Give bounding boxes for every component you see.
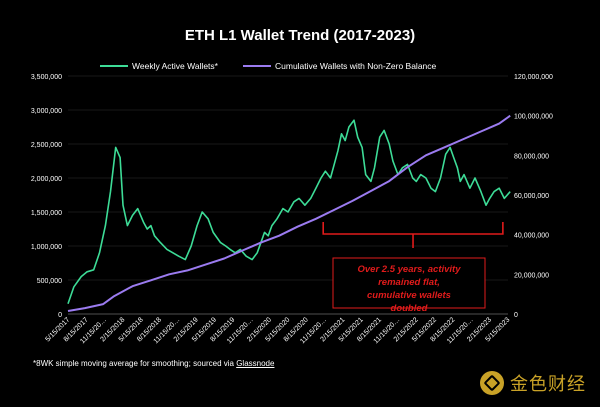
right-tick-label: 0 [514, 312, 518, 319]
footnote: *8WK simple moving average for smoothing… [33, 359, 274, 368]
legend-label-weekly: Weekly Active Wallets* [132, 61, 219, 71]
series-layer [67, 114, 511, 312]
series-line-weekly-active [67, 119, 511, 305]
right-tick-label: 100,000,000 [514, 114, 553, 121]
chart-title: ETH L1 Wallet Trend (2017-2023) [185, 27, 415, 44]
glassnode-link[interactable]: Glassnode [236, 359, 275, 368]
left-tick-label: 3,000,000 [31, 108, 62, 115]
left-tick-label: 2,500,000 [31, 142, 62, 149]
watermark-text: 金色财经 [510, 374, 586, 395]
annotation-line: cumulative wallets [367, 290, 451, 301]
jinse-logo-icon [480, 371, 504, 395]
legend: Weekly Active Wallets* Cumulative Wallet… [100, 61, 437, 71]
annotation-bracket [322, 222, 504, 248]
x-axis-ticks: 5/15/20178/15/201711/15/20…2/15/20185/15… [44, 313, 511, 345]
left-tick-label: 1,500,000 [31, 210, 62, 217]
right-tick-label: 20,000,000 [514, 272, 549, 279]
right-tick-label: 80,000,000 [514, 153, 549, 160]
right-tick-label: 40,000,000 [514, 233, 549, 240]
left-tick-label: 3,500,000 [31, 74, 62, 81]
left-tick-label: 500,000 [37, 278, 62, 285]
legend-label-cumulative: Cumulative Wallets with Non-Zero Balance [275, 61, 437, 71]
right-tick-label: 120,000,000 [514, 74, 553, 81]
annotation-box [332, 257, 486, 309]
right-tick-label: 60,000,000 [514, 193, 549, 200]
left-tick-label: 2,000,000 [31, 176, 62, 183]
left-tick-label: 0 [58, 312, 62, 319]
watermark: 金色财经 [480, 370, 586, 396]
left-tick-label: 1,000,000 [31, 244, 62, 251]
footnote-text: *8WK simple moving average for smoothing… [33, 359, 237, 368]
annotation-text: Over 2.5 years, activity remained flat, cu… [358, 264, 462, 314]
annotation: Over 2.5 years, activity remained flat, cu… [322, 222, 504, 314]
series-line-cumulative [67, 114, 511, 312]
annotation-line: Over 2.5 years, activity [358, 264, 462, 275]
left-axis-ticks: 0 500,000 1,000,000 1,500,000 2,000,000 2,500… [31, 74, 62, 319]
right-axis-ticks: 0 20,000,000 40,000,000 60,000,000 80,000,00… [514, 74, 553, 319]
annotation-line: doubled [391, 303, 428, 314]
annotation-line: remained flat, [378, 277, 440, 288]
